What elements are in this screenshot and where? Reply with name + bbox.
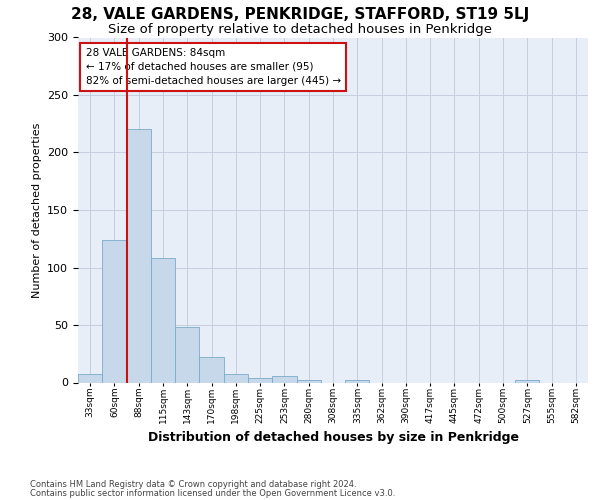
Text: Contains HM Land Registry data © Crown copyright and database right 2024.: Contains HM Land Registry data © Crown c… xyxy=(30,480,356,489)
Text: 28 VALE GARDENS: 84sqm
← 17% of detached houses are smaller (95)
82% of semi-det: 28 VALE GARDENS: 84sqm ← 17% of detached… xyxy=(86,48,341,86)
Bar xyxy=(296,380,321,382)
Bar xyxy=(224,374,248,382)
Bar xyxy=(78,374,102,382)
Bar xyxy=(175,328,199,382)
Bar xyxy=(248,378,272,382)
Text: Size of property relative to detached houses in Penkridge: Size of property relative to detached ho… xyxy=(108,22,492,36)
Y-axis label: Number of detached properties: Number of detached properties xyxy=(32,122,41,298)
Text: 28, VALE GARDENS, PENKRIDGE, STAFFORD, ST19 5LJ: 28, VALE GARDENS, PENKRIDGE, STAFFORD, S… xyxy=(71,8,529,22)
Text: Contains public sector information licensed under the Open Government Licence v3: Contains public sector information licen… xyxy=(30,488,395,498)
X-axis label: Distribution of detached houses by size in Penkridge: Distribution of detached houses by size … xyxy=(148,432,518,444)
Bar xyxy=(272,376,296,382)
Bar xyxy=(515,380,539,382)
Bar xyxy=(127,130,151,382)
Bar xyxy=(345,380,370,382)
Bar xyxy=(102,240,127,382)
Bar xyxy=(199,357,224,382)
Bar xyxy=(151,258,175,382)
